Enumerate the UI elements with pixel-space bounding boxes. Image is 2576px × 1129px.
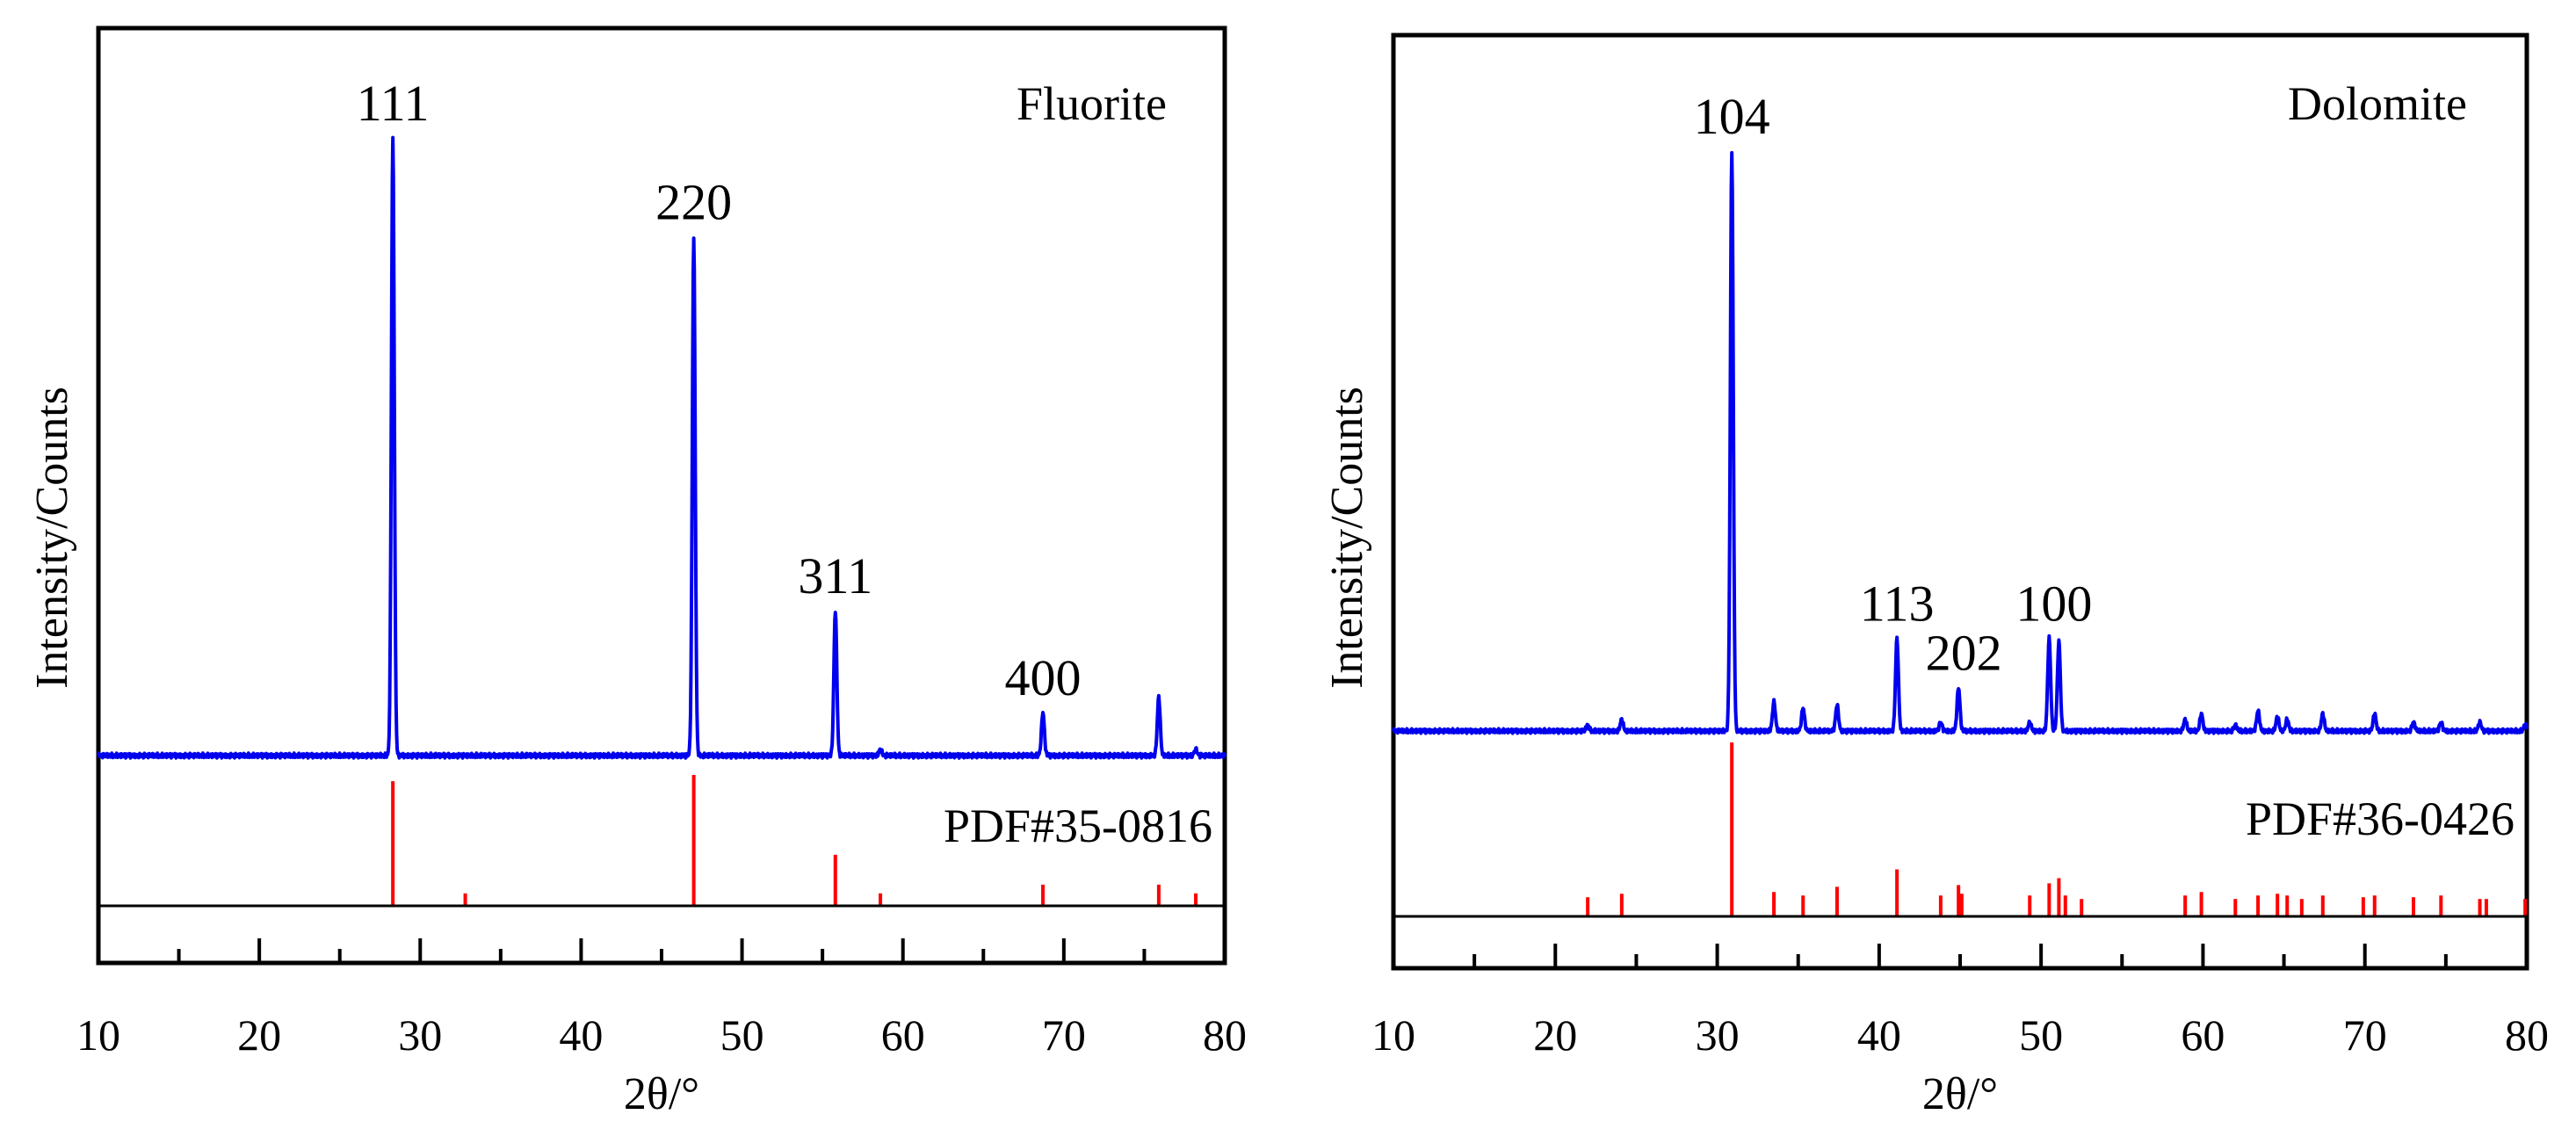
x-tick-label: 80 — [1203, 1010, 1247, 1060]
x-tick-label: 50 — [720, 1010, 764, 1060]
dolomite-x-ticks — [1473, 944, 2448, 968]
x-tick-label: 80 — [2505, 1010, 2549, 1060]
x-tick-label: 60 — [2181, 1010, 2225, 1060]
peak-label: 111 — [357, 75, 430, 132]
fluorite-panel: 10 20 30 40 50 60 70 80 111 220 311 400 Fluorite P… — [27, 25, 1247, 1119]
x-tick-label: 70 — [1042, 1010, 1086, 1060]
fluorite-reference-sticks — [391, 775, 1198, 906]
dolomite-title: Dolomite — [2288, 77, 2467, 130]
fluorite-peak-labels: 111 220 311 400 — [357, 75, 1082, 706]
x-tick-label: 30 — [398, 1010, 442, 1060]
fluorite-xrd-pattern-line — [97, 135, 1226, 760]
x-tick-label: 10 — [76, 1010, 120, 1060]
fluorite-x-ticks — [177, 938, 1147, 963]
peak-label: 113 — [1860, 575, 1935, 632]
x-tick-label: 50 — [2019, 1010, 2063, 1060]
dolomite-y-axis-title: Intensity/Counts — [1322, 387, 1372, 689]
peak-label: 220 — [655, 173, 732, 230]
dolomite-reference-sticks — [1586, 742, 2528, 916]
x-tick-label: 40 — [559, 1010, 603, 1060]
dolomite-x-tick-labels: 10 20 30 40 50 60 70 80 — [1371, 1010, 2549, 1060]
fluorite-y-axis-title: Intensity/Counts — [27, 387, 77, 689]
x-tick-label: 20 — [1533, 1010, 1577, 1060]
x-tick-label: 20 — [237, 1010, 281, 1060]
fluorite-x-axis-title: 2θ/° — [624, 1069, 699, 1119]
fluorite-x-tick-labels: 10 20 30 40 50 60 70 80 — [76, 1010, 1247, 1060]
peak-label: 100 — [2015, 575, 2092, 632]
x-tick-label: 40 — [1857, 1010, 1901, 1060]
dolomite-xrd-pattern-line — [1392, 150, 2529, 735]
peak-label: 400 — [1005, 649, 1082, 706]
fluorite-title: Fluorite — [1017, 77, 1167, 130]
x-tick-label: 70 — [2343, 1010, 2387, 1060]
fluorite-reference-label: PDF#35-0816 — [944, 800, 1212, 852]
x-tick-label: 60 — [881, 1010, 925, 1060]
x-tick-label: 30 — [1696, 1010, 1740, 1060]
peak-label: 202 — [1926, 625, 2002, 682]
dolomite-reference-label: PDF#36-0426 — [2246, 792, 2514, 845]
dolomite-x-axis-title: 2θ/° — [1922, 1069, 1998, 1119]
peak-label: 311 — [798, 547, 872, 604]
peak-label: 104 — [1694, 88, 1770, 145]
x-tick-label: 10 — [1371, 1010, 1415, 1060]
